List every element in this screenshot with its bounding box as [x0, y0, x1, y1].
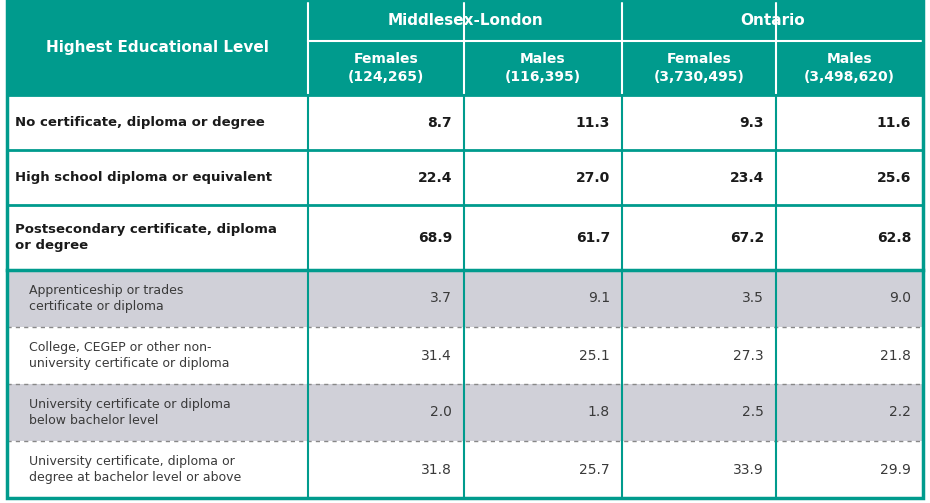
Text: 29.9: 29.9: [880, 462, 911, 476]
Text: Postsecondary certificate, diploma
or degree: Postsecondary certificate, diploma or de…: [15, 223, 277, 252]
Text: 2.0: 2.0: [430, 405, 452, 420]
Text: 8.7: 8.7: [428, 116, 452, 129]
Text: 2.5: 2.5: [742, 405, 764, 420]
Text: 25.6: 25.6: [877, 171, 911, 185]
Text: 27.3: 27.3: [734, 349, 764, 363]
Text: 9.1: 9.1: [588, 292, 610, 305]
Text: University certificate, diploma or
degree at bachelor level or above: University certificate, diploma or degre…: [29, 455, 241, 484]
Text: University certificate or diploma
below bachelor level: University certificate or diploma below …: [29, 398, 231, 427]
Text: College, CEGEP or other non-
university certificate or diploma: College, CEGEP or other non- university …: [29, 341, 230, 370]
Text: 2.2: 2.2: [889, 405, 911, 420]
Text: 21.8: 21.8: [880, 349, 911, 363]
Text: Apprenticeship or trades
certificate or diploma: Apprenticeship or trades certificate or …: [29, 284, 183, 313]
Text: 31.8: 31.8: [421, 462, 452, 476]
Text: 1.8: 1.8: [588, 405, 610, 420]
Text: Middlesex-London: Middlesex-London: [387, 13, 543, 28]
Bar: [7, 205, 923, 270]
Bar: [7, 327, 923, 384]
Text: No certificate, diploma or degree: No certificate, diploma or degree: [15, 116, 265, 129]
Text: 3.7: 3.7: [430, 292, 452, 305]
Text: High school diploma or equivalent: High school diploma or equivalent: [15, 171, 272, 184]
Text: Ontario: Ontario: [740, 13, 804, 28]
Text: 27.0: 27.0: [576, 171, 610, 185]
Text: 9.0: 9.0: [889, 292, 911, 305]
Bar: [7, 384, 923, 441]
Text: 61.7: 61.7: [576, 230, 610, 244]
Text: Males
(3,498,620): Males (3,498,620): [804, 52, 895, 84]
Text: 9.3: 9.3: [739, 116, 764, 129]
Bar: [7, 270, 923, 327]
Bar: [7, 150, 923, 205]
Text: 23.4: 23.4: [730, 171, 764, 185]
Text: 11.6: 11.6: [877, 116, 911, 129]
Text: 22.4: 22.4: [418, 171, 452, 185]
Text: Highest Educational Level: Highest Educational Level: [46, 40, 269, 55]
Text: 67.2: 67.2: [730, 230, 764, 244]
Bar: [7, 441, 923, 498]
Text: 62.8: 62.8: [877, 230, 911, 244]
Bar: [7, 0, 923, 95]
Text: Females
(124,265): Females (124,265): [348, 52, 424, 84]
Text: 68.9: 68.9: [418, 230, 452, 244]
Text: 11.3: 11.3: [576, 116, 610, 129]
Text: 33.9: 33.9: [733, 462, 764, 476]
Text: 3.5: 3.5: [742, 292, 764, 305]
Text: Males
(116,395): Males (116,395): [505, 52, 581, 84]
Text: Females
(3,730,495): Females (3,730,495): [654, 52, 744, 84]
Text: 25.1: 25.1: [579, 349, 610, 363]
Text: 31.4: 31.4: [421, 349, 452, 363]
Bar: [7, 95, 923, 150]
Text: 25.7: 25.7: [579, 462, 610, 476]
